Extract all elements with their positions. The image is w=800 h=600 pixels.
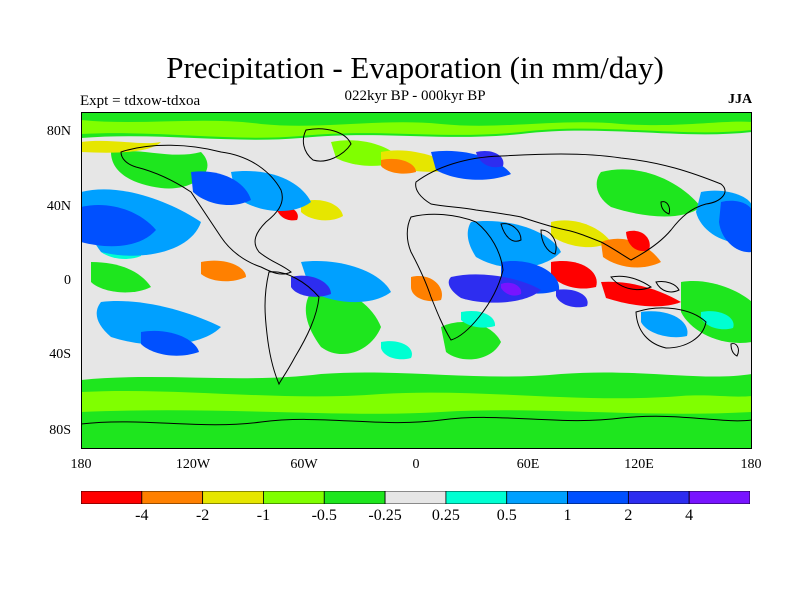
colorbar-label: -0.5	[311, 507, 337, 524]
colorbar	[81, 491, 750, 504]
colorbar-label: -0.25	[368, 507, 402, 524]
colorbar-swatch	[688, 491, 750, 504]
lat-label-40s: 40S	[49, 347, 71, 362]
lon-label-180e: 180	[740, 457, 762, 472]
colorbar-label: -2	[195, 507, 210, 524]
colorbar-swatch	[81, 491, 143, 504]
world-map	[81, 112, 752, 449]
lat-label-40n: 40N	[46, 199, 71, 214]
colorbar-label: 0.25	[431, 507, 460, 524]
contour-darkblue	[291, 150, 588, 308]
lon-label-60w: 60W	[290, 457, 318, 472]
contour-yellow	[81, 140, 611, 248]
contour-blue	[81, 150, 752, 356]
colorbar-swatch	[567, 491, 629, 504]
map-border	[81, 112, 752, 449]
map-subtitle: 022kyr BP - 000kyr BP	[344, 88, 486, 104]
colorbar-swatch	[323, 491, 386, 504]
colorbar-label: -1	[256, 507, 271, 524]
colorbar-swatch	[202, 491, 264, 504]
colorbar-swatch	[141, 491, 204, 504]
lon-label-180w: 180	[70, 457, 92, 472]
contour-purple	[501, 282, 522, 296]
colorbar-swatch	[506, 491, 568, 504]
colorbar-label: 4	[685, 507, 694, 524]
experiment-label: Expt = tdxow-tdxoa	[80, 93, 201, 109]
lon-label-120w: 120W	[175, 457, 211, 472]
contour-orange	[201, 158, 661, 302]
lon-label-60e: 60E	[516, 457, 540, 472]
colorbar-label: -4	[135, 507, 149, 524]
colorbar-swatch	[384, 491, 447, 504]
season-label: JJA	[728, 92, 753, 107]
colorbar-swatch	[627, 491, 690, 504]
map-title: Precipitation - Evaporation (in mm/day)	[166, 50, 664, 85]
coastlines	[81, 128, 752, 426]
lat-label-eq: 0	[64, 273, 71, 288]
colorbar-label: 0.5	[496, 507, 517, 524]
lon-label-0: 0	[412, 457, 420, 472]
colorbar-swatch	[263, 491, 325, 504]
colorbar-label: 2	[624, 507, 633, 524]
colorbar-label: 1	[563, 507, 572, 524]
lat-label-80n: 80N	[46, 124, 71, 139]
lon-label-120e: 120E	[624, 457, 654, 472]
lat-label-80s: 80S	[49, 423, 71, 438]
colorbar-swatch	[445, 491, 508, 504]
